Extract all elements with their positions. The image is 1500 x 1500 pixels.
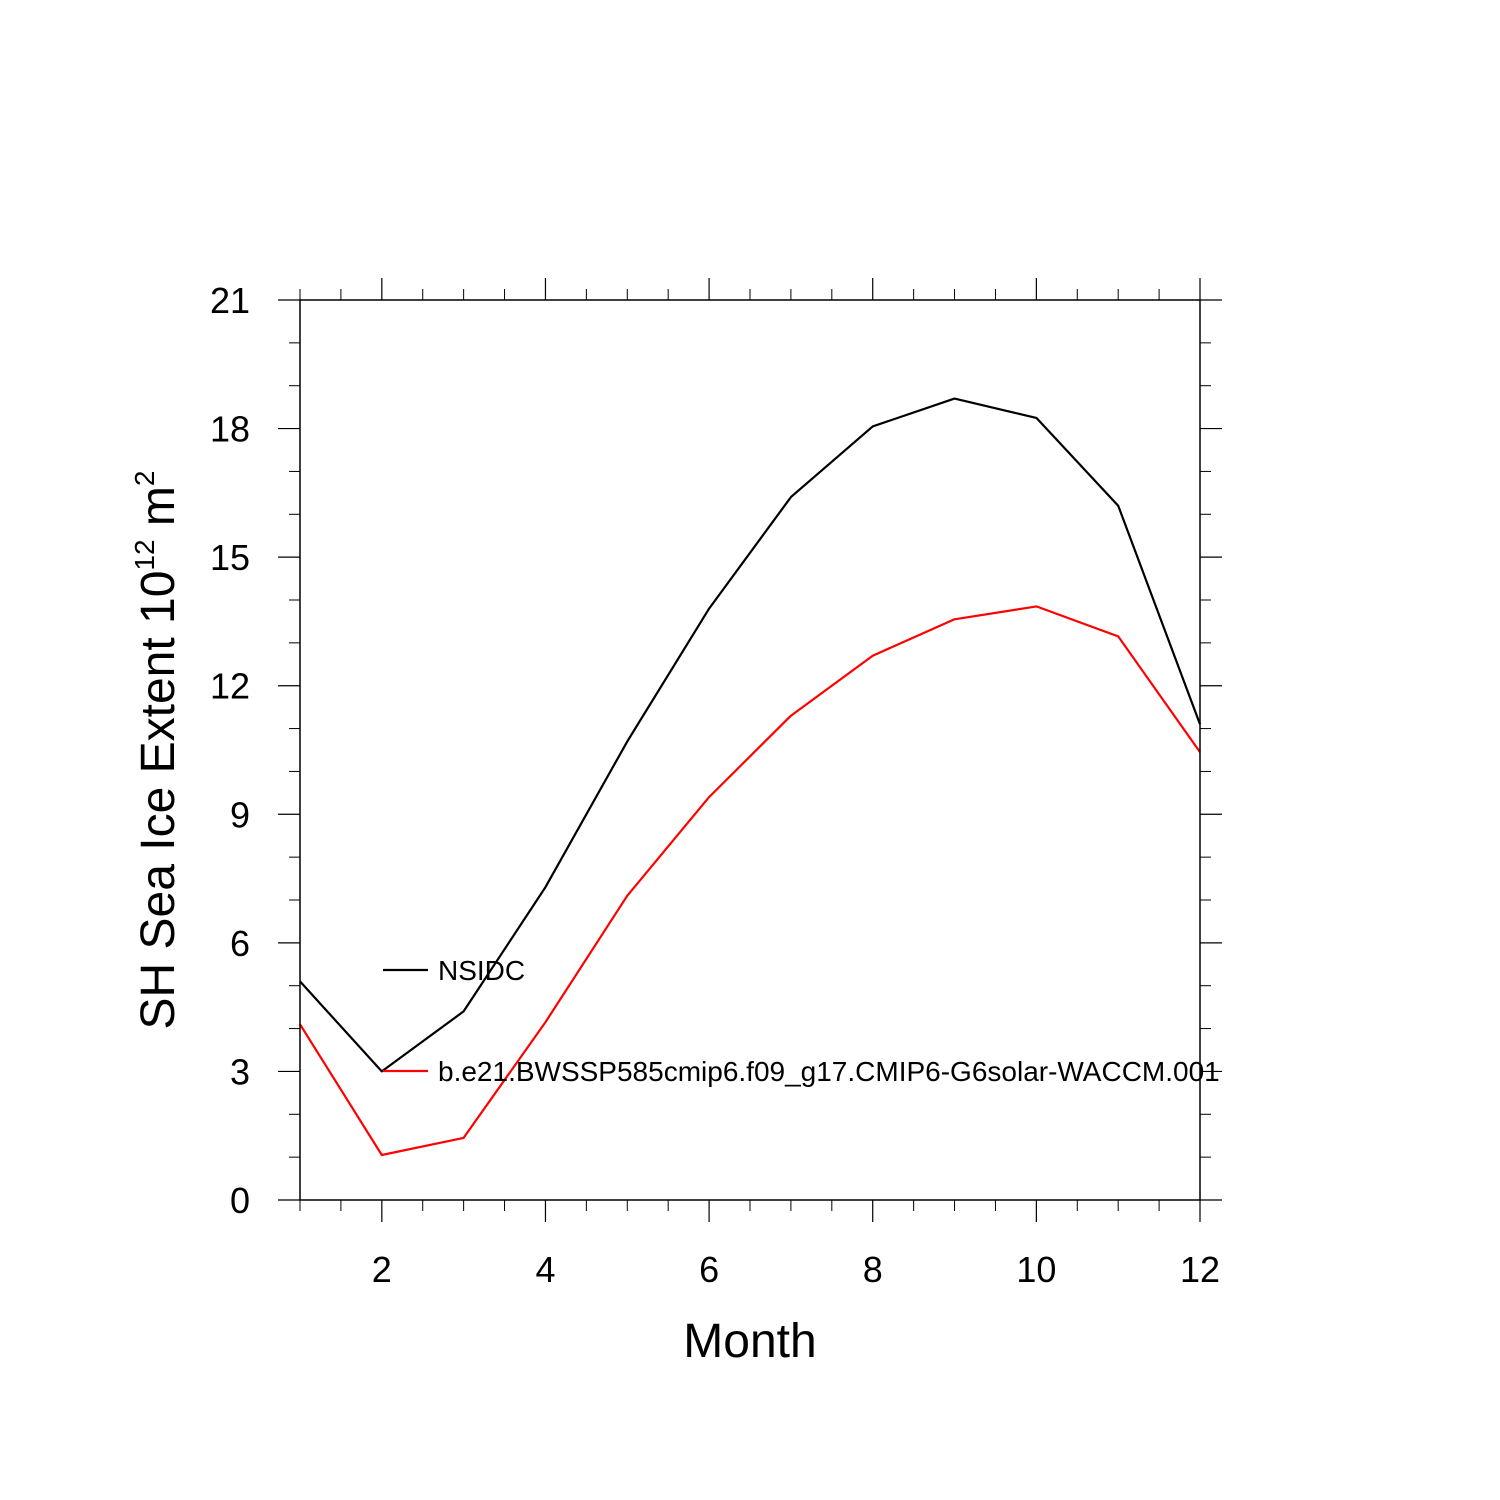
y-tick-label: 0 (230, 1180, 250, 1221)
x-tick-label: 10 (1016, 1249, 1056, 1290)
y-tick-label: 18 (210, 409, 250, 450)
y-tick-label: 12 (210, 666, 250, 707)
series-layer (299, 397, 1202, 1157)
x-tick-label: 8 (863, 1249, 883, 1290)
y-axis-title-unit: m (132, 486, 185, 539)
x-tick-label: 6 (699, 1249, 719, 1290)
x-axis-title: Month (683, 1315, 816, 1368)
labels-layer: 2 4 6 8 10 12 0 3 6 9 12 15 18 21 (210, 280, 1220, 1290)
y-axis-title: SH Sea Ice Extent 1012 m2 (129, 471, 185, 1030)
y-tick-label: 6 (230, 923, 250, 964)
y-axis-title-main: SH Sea Ice Extent 10 (132, 571, 185, 1030)
x-tick-label: 12 (1180, 1249, 1220, 1290)
y-axis-title-unit-exponent: 2 (129, 471, 160, 487)
y-tick-label: 9 (230, 794, 250, 835)
series-line-2 (299, 605, 1201, 1157)
series-line-1 (299, 397, 1202, 1073)
legend-label-2: b.e21.BWSSP585cmip6.f09_g17.CMIP6-G6sola… (438, 1056, 1220, 1087)
legend-label-1: NSIDC (438, 955, 525, 986)
y-axis-title-exponent: 12 (129, 539, 160, 570)
y-tick-label: 15 (210, 537, 250, 578)
y-tick-label: 3 (230, 1051, 250, 1092)
legend: NSIDC b.e21.BWSSP585cmip6.f09_g17.CMIP6-G… (383, 955, 1220, 1087)
y-tick-label: 21 (210, 280, 250, 321)
ticks-layer (278, 278, 1222, 1222)
x-tick-label: 4 (535, 1249, 555, 1290)
x-tick-label: 2 (372, 1249, 392, 1290)
